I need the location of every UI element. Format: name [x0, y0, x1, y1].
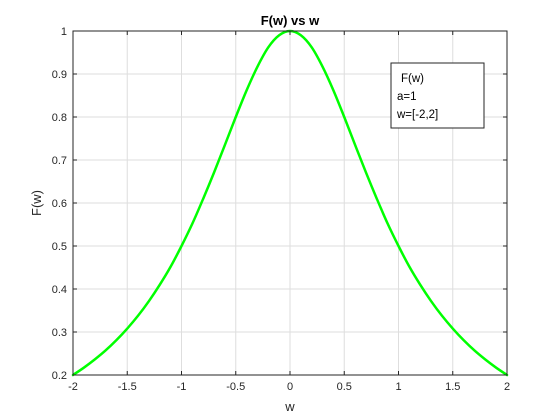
- x-tick-label: 1: [395, 381, 401, 393]
- y-tick-label: 1: [61, 26, 67, 38]
- x-tick-label: -2: [68, 381, 78, 393]
- x-tick-label: 1.5: [445, 381, 460, 393]
- x-tick-label: 0: [287, 381, 293, 393]
- x-tick-label: -1: [177, 381, 187, 393]
- x-tick-label: -0.5: [226, 381, 245, 393]
- y-tick-label: 0.5: [52, 241, 67, 253]
- x-axis-label: w: [284, 399, 295, 414]
- y-axis-label: F(w): [29, 190, 44, 216]
- chart-title: F(w) vs w: [261, 13, 320, 28]
- x-tick-label: 0.5: [337, 381, 352, 393]
- ticks: -2 -1.5 -1 -0.5 0 0.5 1 1.5 2 0.2 0.3 0.4 0.5 0.6 0.7 0…: [52, 26, 510, 393]
- legend-line-3: w=[-2,2]: [396, 109, 438, 121]
- legend-box: [390, 62, 485, 129]
- legend-line-1: F(w): [401, 73, 424, 85]
- x-tick-label: 2: [504, 381, 510, 393]
- legend: F(w) a=1 w=[-2,2]: [390, 62, 485, 129]
- y-tick-label: 0.2: [52, 370, 67, 382]
- y-tick-label: 0.8: [52, 112, 67, 124]
- y-tick-label: 0.9: [52, 69, 67, 81]
- y-tick-label: 0.4: [52, 284, 67, 296]
- x-tick-label: -1.5: [118, 381, 137, 393]
- y-tick-label: 0.3: [52, 327, 67, 339]
- y-tick-label: 0.6: [52, 198, 67, 210]
- legend-line-2: a=1: [397, 91, 417, 103]
- y-tick-label: 0.7: [52, 155, 67, 167]
